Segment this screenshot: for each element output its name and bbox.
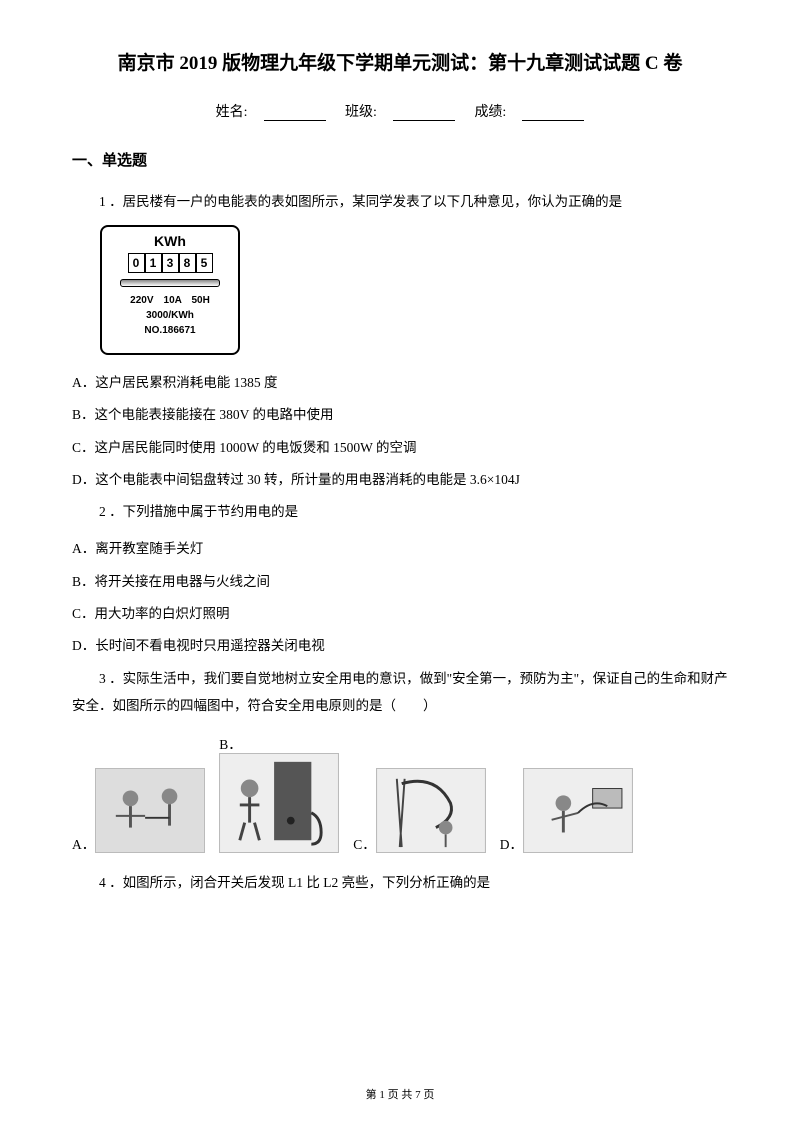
q3-b: B．: [219, 733, 339, 853]
digit-3: 8: [179, 253, 196, 273]
score-blank[interactable]: [522, 107, 584, 121]
q2-opt-c: C．用大功率的白炽灯照明: [72, 600, 728, 628]
q1-text: 1 ．居民楼有一户的电能表的表如图所示，某同学发表了以下几种意见，你认为正确的是: [72, 188, 728, 215]
doc-title: 南京市 2019 版物理九年级下学期单元测试：第十九章测试试题 C 卷: [72, 48, 728, 75]
q3-img-d: [523, 768, 633, 853]
meter-spec2: 3000/KWh: [110, 308, 230, 323]
q1-opt-d: D．这个电能表中间铝盘转过 30 转，所计量的用电器消耗的电能是 3.6×104…: [72, 466, 728, 494]
q4-text: 4 ．如图所示，闭合开关后发现 L1 比 L2 亮些，下列分析正确的是: [72, 869, 728, 896]
q1-opt-a: A．这户居民累积消耗电能 1385 度: [72, 369, 728, 397]
section-header: 一、单选题: [72, 149, 728, 170]
digit-4: 5: [196, 253, 213, 273]
q2-opt-b: B．将开关接在用电器与火线之间: [72, 568, 728, 596]
name-label: 姓名:: [216, 105, 248, 120]
q3-img-c: [376, 768, 486, 853]
meter-digits: 0 1 3 8 5: [110, 253, 230, 273]
q3-c-label: C．: [353, 833, 376, 853]
meter-diagram: KWh 0 1 3 8 5 220V 10A 50H 3000/KWh NO.1…: [100, 225, 240, 355]
q2-text: 2 ．下列措施中属于节约用电的是: [72, 498, 728, 525]
q3-a-label: A．: [72, 833, 95, 853]
q3-text: 3 ．实际生活中，我们要自觉地树立安全用电的意识，做到"安全第一，预防为主"，保…: [72, 665, 728, 719]
meter-spec3: NO.186671: [110, 323, 230, 338]
meter-spec1: 220V 10A 50H: [110, 293, 230, 308]
q3-a: A．: [72, 768, 205, 853]
score-label: 成绩:: [474, 105, 506, 120]
q2-opt-d: D．长时间不看电视时只用遥控器关闭电视: [72, 632, 728, 660]
q3-img-b: [219, 753, 339, 853]
digit-1: 1: [145, 253, 162, 273]
q1-opt-b: B．这个电能表接能接在 380V 的电路中使用: [72, 401, 728, 429]
page-footer: 第 1 页 共 7 页: [0, 1086, 800, 1102]
info-line: 姓名: 班级: 成绩:: [72, 101, 728, 121]
meter-disc: [120, 279, 220, 287]
q3-c: C．: [353, 768, 486, 853]
name-blank[interactable]: [264, 107, 326, 121]
q1-opt-c: C．这户居民能同时使用 1000W 的电饭煲和 1500W 的空调: [72, 434, 728, 462]
q3-img-a: [95, 768, 205, 853]
q3-d: D．: [500, 768, 633, 853]
q3-images: A． B． C． D．: [72, 733, 728, 853]
meter-kwh: KWh: [110, 233, 230, 249]
class-blank[interactable]: [393, 107, 455, 121]
class-label: 班级:: [345, 105, 377, 120]
digit-2: 3: [162, 253, 179, 273]
q3-b-label: B．: [219, 733, 242, 753]
q2-opt-a: A．离开教室随手关灯: [72, 535, 728, 563]
q3-d-label: D．: [500, 833, 523, 853]
digit-0: 0: [128, 253, 145, 273]
